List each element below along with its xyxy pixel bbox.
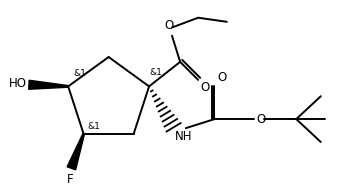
Text: &1: &1 xyxy=(149,68,162,77)
Text: HO: HO xyxy=(8,77,26,90)
Polygon shape xyxy=(29,80,68,89)
Text: &1: &1 xyxy=(73,69,86,78)
Text: O: O xyxy=(201,82,210,95)
Text: O: O xyxy=(164,20,173,32)
Text: O: O xyxy=(218,71,227,84)
Text: F: F xyxy=(66,173,73,186)
Text: &1: &1 xyxy=(87,122,100,131)
Text: NH: NH xyxy=(175,130,193,143)
Text: O: O xyxy=(256,113,265,126)
Polygon shape xyxy=(67,134,84,170)
